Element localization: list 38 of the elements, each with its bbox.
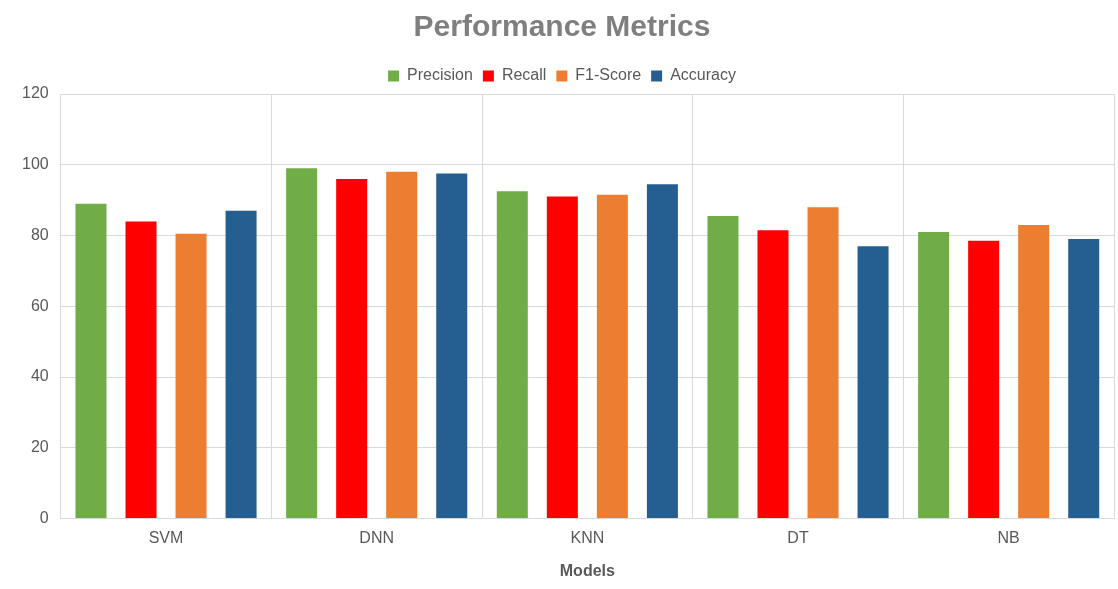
y-tick-label: 60 <box>30 296 49 314</box>
y-tick-label: 120 <box>21 84 49 102</box>
bar <box>225 210 257 519</box>
x-tick-label: SVM <box>148 528 184 546</box>
legend-label: Recall <box>501 66 547 84</box>
bar <box>436 173 468 519</box>
y-tick-label: 40 <box>30 367 49 385</box>
x-tick-label: NB <box>997 528 1020 546</box>
y-tick-label: 100 <box>21 155 49 173</box>
bar <box>646 184 678 519</box>
y-tick-label: 0 <box>39 509 49 527</box>
bar <box>596 194 628 519</box>
bar <box>968 240 1000 519</box>
bar <box>286 168 318 519</box>
bar <box>1068 239 1100 519</box>
bar <box>546 196 578 519</box>
bar <box>807 207 839 519</box>
bar <box>757 230 789 519</box>
x-tick-label: KNN <box>570 528 605 546</box>
legend-label: F1-Score <box>575 66 642 84</box>
bar <box>1018 224 1050 519</box>
bar <box>496 191 528 519</box>
bar <box>125 221 157 519</box>
bar <box>386 171 418 519</box>
bar <box>918 232 950 519</box>
bar <box>175 233 207 519</box>
legend-label: Accuracy <box>670 66 736 84</box>
bar <box>857 246 889 519</box>
bar <box>707 216 739 519</box>
x-axis-title: Models <box>559 561 615 579</box>
chart-title: Performance Metrics <box>413 9 711 43</box>
y-tick-label: 80 <box>30 225 49 243</box>
bar <box>75 203 107 519</box>
legend-label: Precision <box>407 66 473 84</box>
x-tick-label: DNN <box>359 528 395 546</box>
bar <box>336 178 368 519</box>
x-tick-label: DT <box>787 528 809 546</box>
y-tick-label: 20 <box>30 438 49 456</box>
